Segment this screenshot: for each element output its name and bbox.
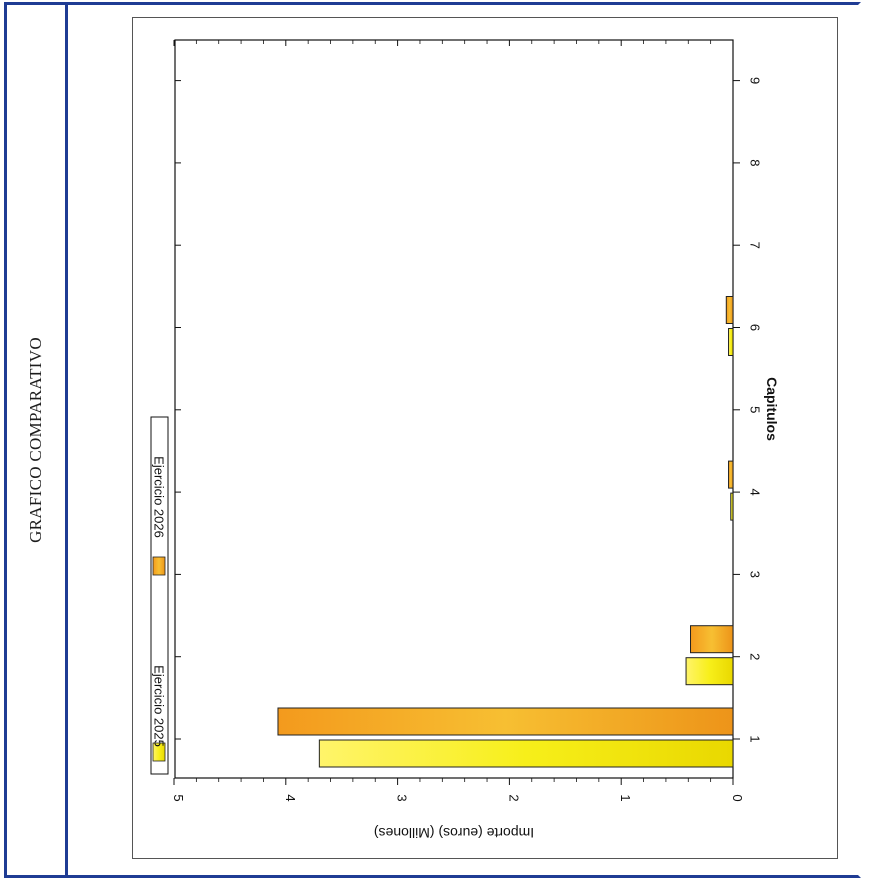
category-tick-label: 3 bbox=[748, 571, 763, 578]
bar-ejercicio-2025-cap-2 bbox=[685, 657, 734, 686]
legend-label: Ejercicio 2025 bbox=[152, 665, 167, 747]
category-tick-label: 2 bbox=[748, 653, 763, 660]
bar-ejercicio-2025-cap-4 bbox=[730, 492, 734, 521]
bar-ejercicio-2026-cap-1 bbox=[277, 707, 734, 736]
category-tick-label: 7 bbox=[748, 242, 763, 249]
side-title-column bbox=[4, 2, 68, 878]
value-tick-label: 0 bbox=[730, 794, 745, 801]
value-tick-label: 3 bbox=[395, 794, 410, 801]
category-tick-label: 5 bbox=[748, 406, 763, 413]
value-tick-label: 4 bbox=[283, 794, 298, 801]
legend-swatch bbox=[152, 742, 166, 762]
bar-ejercicio-2026-cap-4 bbox=[728, 460, 734, 489]
category-tick-label: 9 bbox=[748, 77, 763, 84]
legend-box bbox=[150, 416, 169, 775]
value-tick-label: 5 bbox=[171, 794, 186, 801]
y-axis-title: Importe (euros) (Millones) bbox=[374, 825, 534, 841]
chart-border bbox=[132, 17, 838, 859]
value-tick-label: 2 bbox=[506, 794, 521, 801]
bar-ejercicio-2025-cap-1 bbox=[318, 739, 734, 768]
legend: Ejercicio 2025 Ejercicio 2026 bbox=[150, 416, 169, 775]
bar-ejercicio-2025-cap-6 bbox=[728, 328, 734, 356]
category-tick-label: 8 bbox=[748, 159, 763, 166]
plot-area: 0 1 2 3 4 5 1 2 3 4 5 6 7 8 9 Capitulos Importe (euros) … bbox=[150, 39, 780, 841]
value-tick-label: 1 bbox=[618, 794, 633, 801]
bar-ejercicio-2026-cap-6 bbox=[725, 296, 734, 324]
category-tick-label: 1 bbox=[748, 735, 763, 742]
plot-frame bbox=[174, 39, 734, 779]
bar-ejercicio-2026-cap-2 bbox=[690, 625, 734, 654]
category-tick-label: 6 bbox=[748, 324, 763, 331]
legend-swatch bbox=[152, 556, 166, 576]
x-axis-title: Capitulos bbox=[764, 377, 780, 441]
document-frame bbox=[4, 2, 861, 878]
category-tick-label: 4 bbox=[748, 488, 763, 495]
legend-label: Ejercicio 2026 bbox=[152, 456, 167, 538]
